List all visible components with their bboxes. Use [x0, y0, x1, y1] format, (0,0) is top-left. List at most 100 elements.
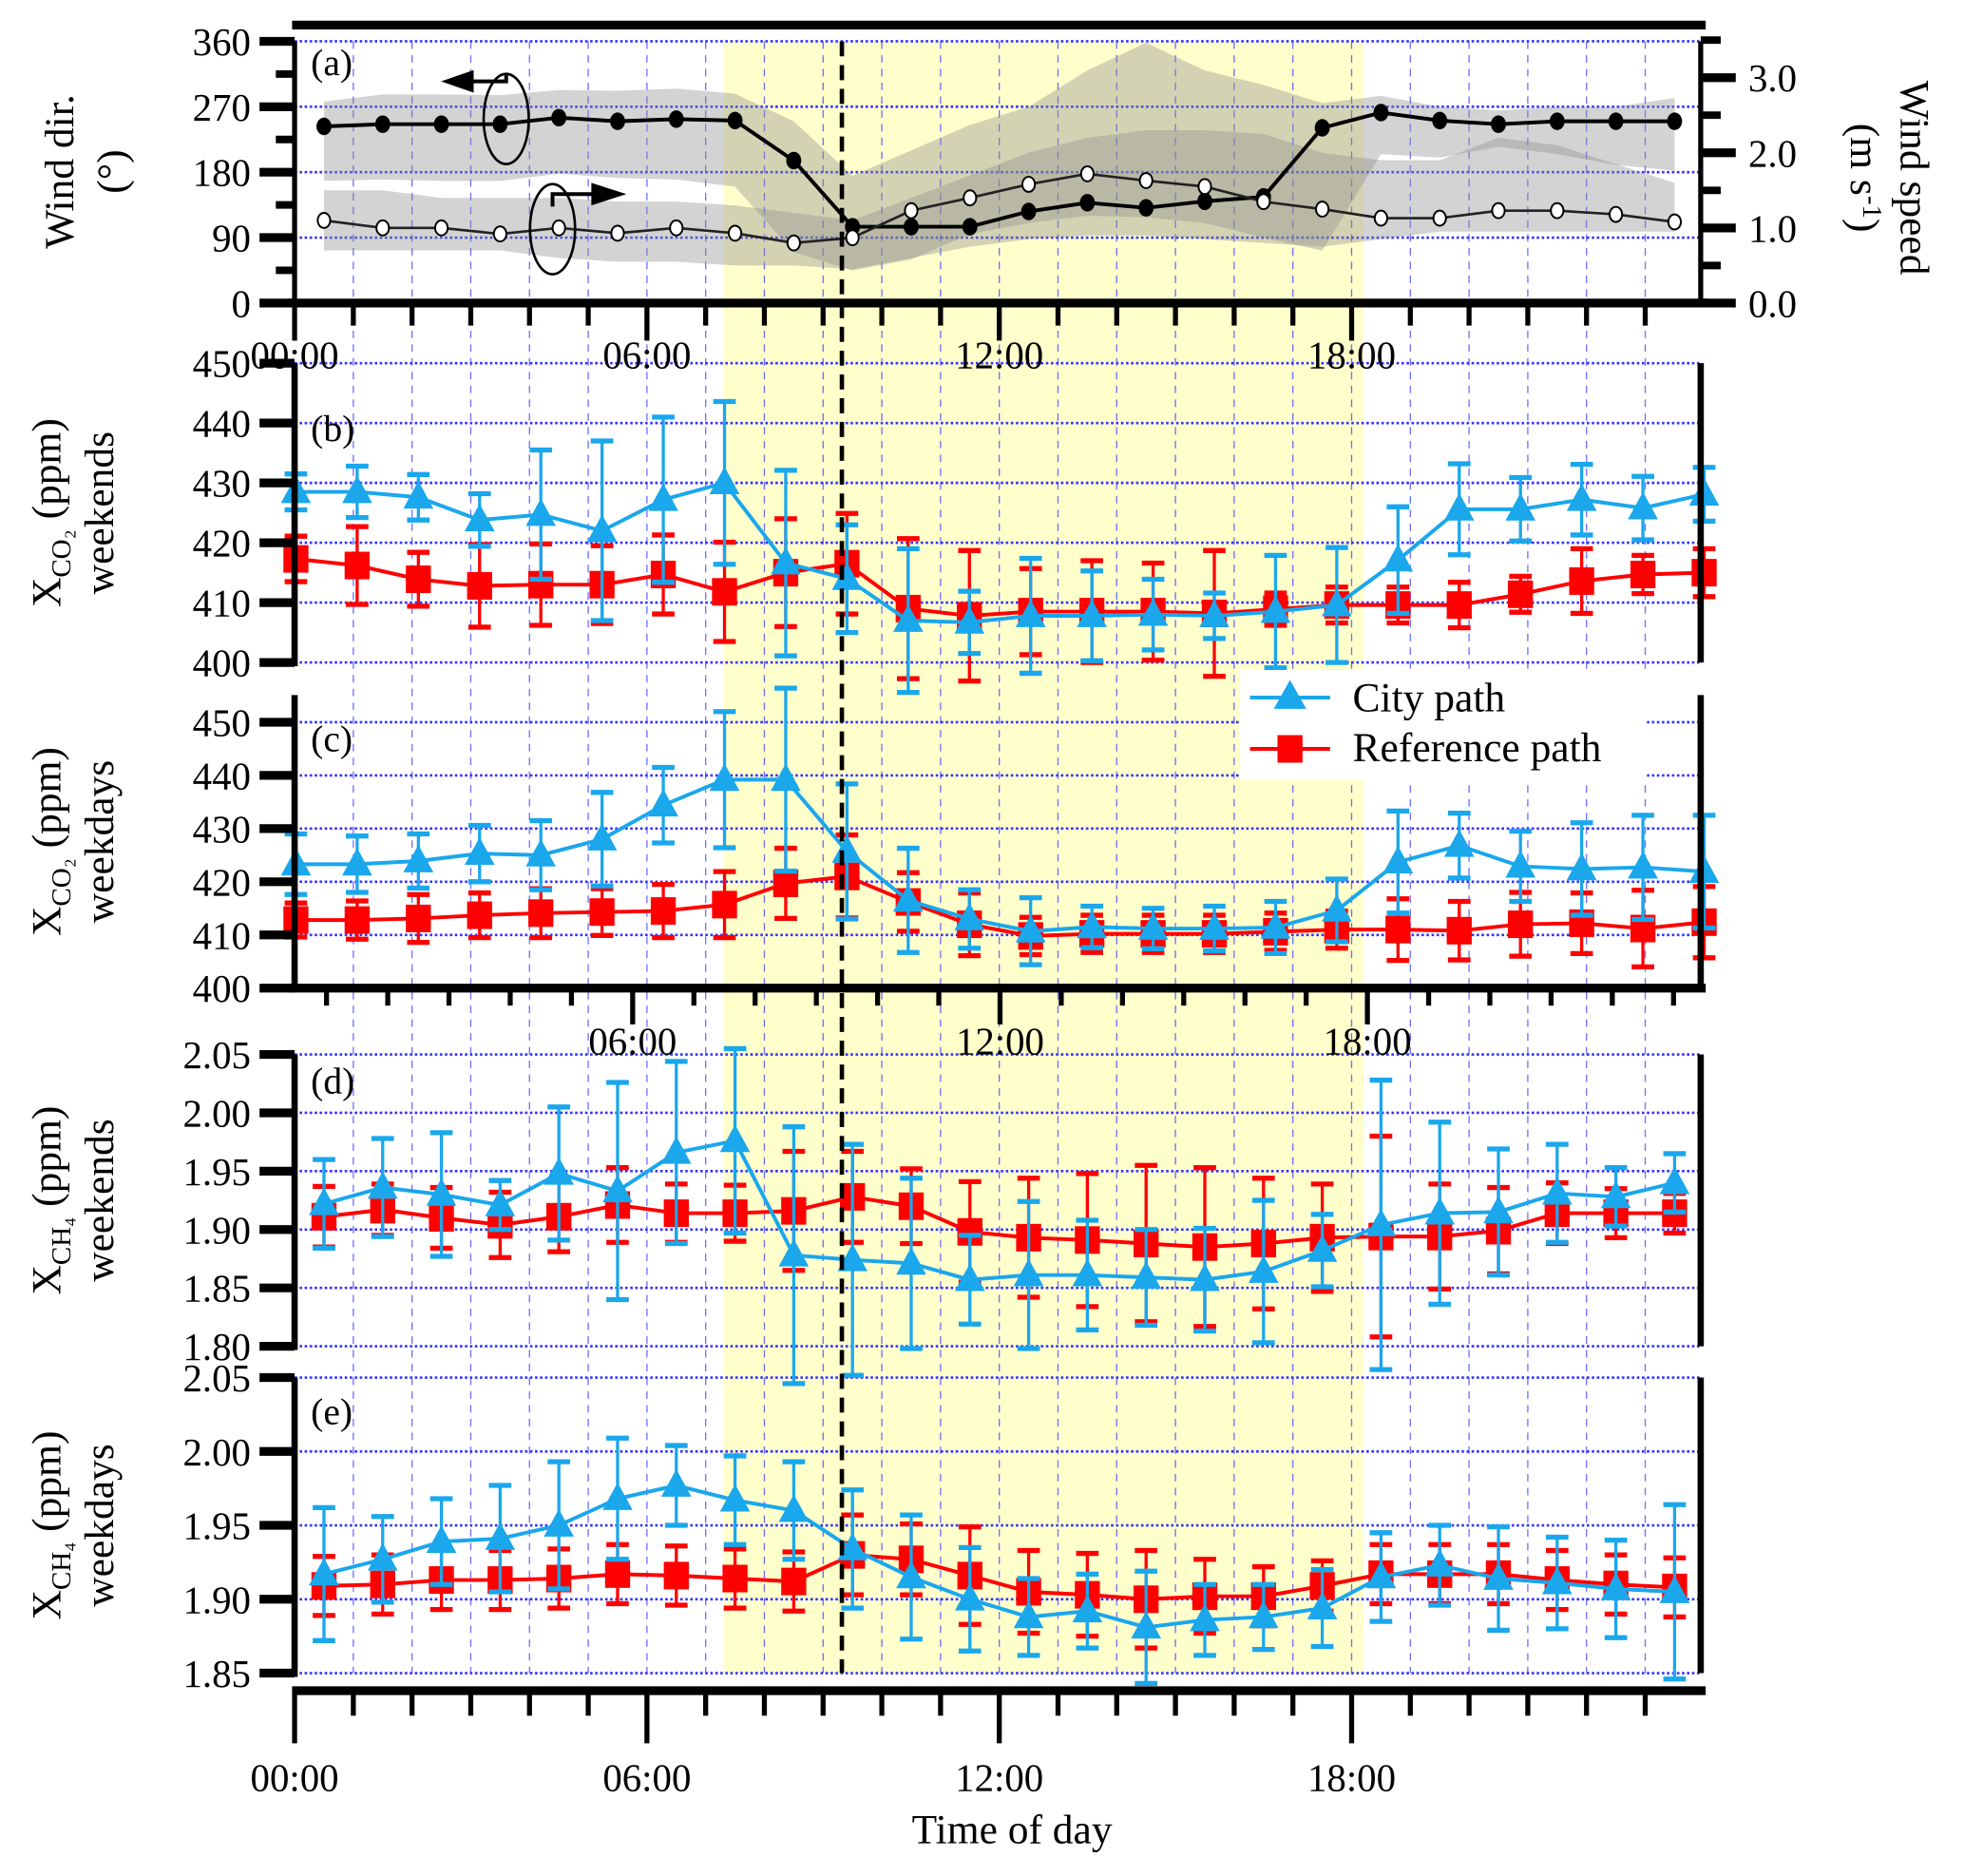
wind-speed-point	[1256, 193, 1271, 211]
city-path-point	[1322, 588, 1352, 617]
right-y-tick-label: 0.0	[1748, 282, 1797, 325]
wind-speed-range-band	[323, 130, 1675, 270]
wind-speed-point	[433, 219, 449, 237]
wind-direction-point	[1432, 111, 1448, 130]
city-path-point	[1322, 893, 1352, 922]
y-tick-label: 2.00	[182, 1431, 250, 1474]
city-path-point	[1131, 1260, 1162, 1289]
city-path-point	[1199, 599, 1230, 627]
reference-path-point	[604, 1560, 631, 1588]
wind-speed-point	[1667, 213, 1682, 231]
wind-speed-point	[551, 219, 566, 237]
y-tick-label: 430	[193, 463, 251, 506]
wind-direction-point	[1197, 192, 1212, 211]
y-tick-label: 1.90	[182, 1209, 250, 1252]
right-y-tick-label: 3.0	[1748, 57, 1797, 100]
reference-path-point	[528, 899, 554, 928]
city-path-point	[1483, 1561, 1514, 1590]
city-path-point	[342, 475, 372, 504]
daytime-highlight-band	[723, 41, 1363, 1674]
y-tick-label: 2.05	[182, 1034, 250, 1077]
arrow-left-head	[441, 69, 474, 93]
wind-speed-point	[1079, 165, 1095, 182]
city-path-point	[1628, 851, 1658, 879]
y-tick-label: 400	[193, 967, 251, 1010]
wind-speed-line	[323, 172, 1675, 244]
city-path-point	[1013, 1600, 1044, 1629]
wind-direction-point	[433, 115, 449, 133]
city-path-point	[1306, 1591, 1338, 1619]
y-tick-label: 2.00	[182, 1092, 250, 1135]
wind-speed-point	[1315, 201, 1330, 218]
wind-direction-point	[551, 108, 567, 127]
wind-direction-point	[1314, 119, 1330, 137]
panel-label: (a)	[311, 42, 353, 84]
wind-speed-point	[1609, 205, 1624, 223]
wind-speed-point	[845, 229, 860, 247]
city-path-point	[1072, 1595, 1103, 1623]
city-path-point	[1137, 598, 1169, 626]
x-tick-label: 18:00	[1307, 334, 1396, 376]
y-tick-label: 360	[193, 21, 251, 64]
highlight-layer	[723, 41, 1363, 1674]
y-label-symbol: X	[25, 578, 70, 607]
wind-speed-point	[1138, 172, 1154, 189]
city-path-point	[831, 562, 863, 590]
ellipse-marker	[482, 72, 530, 165]
unit-text: (m s	[1841, 124, 1887, 196]
y-axis-label: XCH₄ (ppm)	[25, 1106, 78, 1295]
unit-close: )	[1841, 219, 1887, 232]
city-path-point	[403, 481, 434, 509]
wind-direction-point	[668, 110, 684, 128]
y-tick-label: 440	[193, 403, 251, 446]
axes-layer: 0 90 180 270 360 0.0 1.0 2.0 3.0 00:00 06:00 12:00 1…	[182, 20, 1797, 1799]
city-path-point	[1382, 845, 1414, 873]
panel-a-ylabel-left: Wind dir.	[37, 94, 83, 248]
y-tick-label: 440	[193, 755, 251, 797]
city-path-point	[543, 1508, 574, 1537]
ellipse-marker	[528, 182, 577, 276]
city-path-point	[778, 1494, 810, 1522]
city-path-point	[1306, 1234, 1338, 1262]
city-path-point	[1443, 829, 1475, 857]
y-label-symbol: X	[25, 1265, 70, 1294]
y-tick-label: 90	[212, 218, 251, 260]
city-path-point	[1600, 1572, 1631, 1600]
reference-path-point	[722, 1564, 748, 1593]
arrow-left-icon	[469, 75, 508, 84]
reference-path-point	[1385, 915, 1411, 944]
y-axis-label-line2: weekdays	[77, 1444, 123, 1606]
grid-layer	[295, 40, 1701, 1675]
reference-path-point	[1446, 916, 1472, 945]
reference-path-point	[406, 904, 431, 932]
y-axis-label-line2: weekdays	[77, 760, 123, 923]
right-y-tick-label: 2.0	[1748, 132, 1797, 175]
city-path-point	[586, 822, 618, 851]
reference-path-point	[1630, 561, 1656, 588]
city-path-point	[1659, 1575, 1690, 1603]
city-path-point	[771, 546, 801, 575]
reference-path-point	[650, 897, 677, 926]
y-tick-label: 180	[193, 152, 251, 195]
city-path-point	[464, 837, 495, 866]
wind-direction-point	[492, 115, 508, 133]
y-label-symbol: X	[25, 1590, 70, 1619]
reference-path-point	[1508, 910, 1534, 939]
wind-direction-point	[1491, 115, 1506, 133]
city-path-point	[426, 1177, 457, 1206]
city-path-point	[831, 834, 863, 863]
reference-path-point	[1569, 566, 1594, 595]
city-path-point	[485, 1522, 516, 1550]
city-path-point	[1015, 914, 1046, 943]
reference-path-point	[1446, 591, 1472, 620]
city-path-point	[954, 1582, 985, 1611]
city-path-point	[525, 498, 557, 526]
wind-speed-point	[1373, 209, 1388, 227]
city-path-point	[1013, 1258, 1044, 1287]
wind-speed-point	[669, 219, 684, 237]
city-path-point	[954, 1263, 985, 1292]
wind-direction-point	[1608, 112, 1624, 130]
right-y-tick-label: 1.0	[1748, 207, 1797, 250]
city-path-point	[1072, 1258, 1103, 1287]
wind-speed-point	[492, 225, 507, 243]
